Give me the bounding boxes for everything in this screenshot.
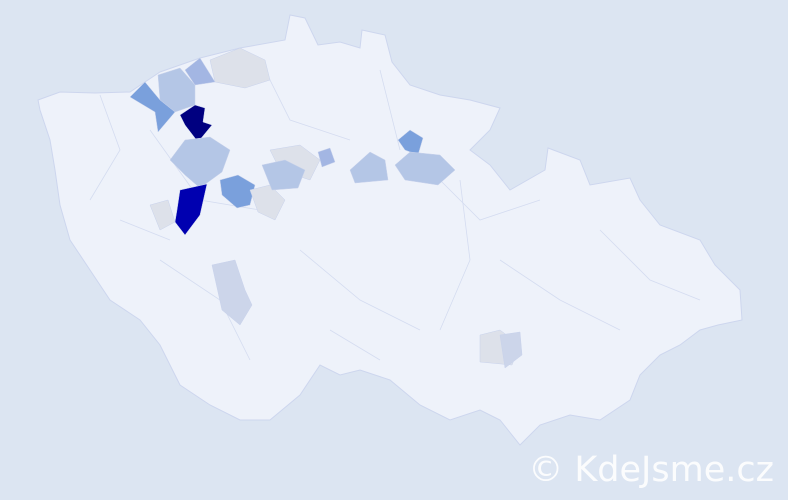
district <box>249 184 286 221</box>
district <box>397 129 424 156</box>
district <box>261 159 306 191</box>
district <box>211 259 253 326</box>
district <box>149 199 176 231</box>
district <box>219 174 256 209</box>
watermark: © KdeJsme.cz <box>528 450 774 490</box>
district <box>499 331 523 369</box>
district <box>129 81 176 133</box>
district <box>174 183 208 236</box>
highlighted-districts <box>129 47 523 369</box>
district <box>394 151 456 186</box>
district <box>184 57 216 86</box>
district <box>179 104 213 143</box>
district <box>317 147 336 168</box>
district <box>169 136 231 189</box>
district <box>349 151 389 184</box>
country-outline <box>37 14 743 446</box>
